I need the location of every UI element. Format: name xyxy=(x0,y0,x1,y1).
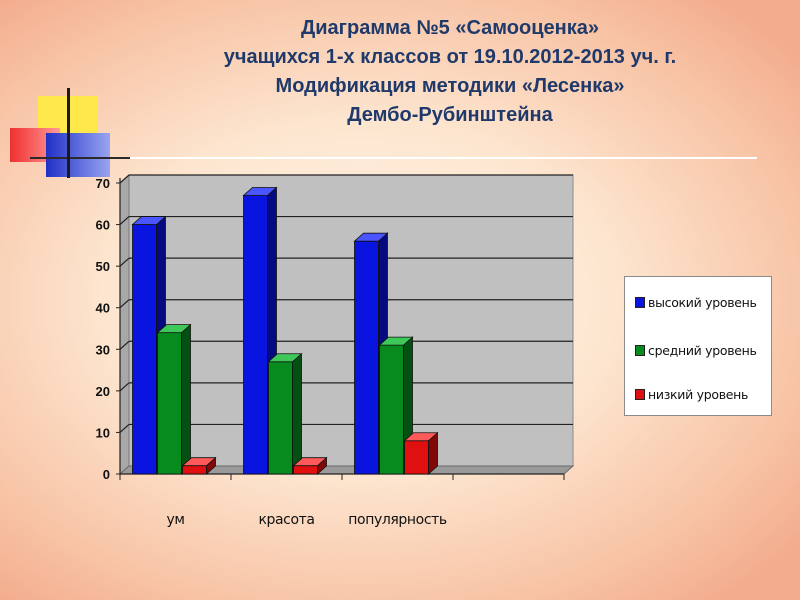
legend-item-low: низкий уровень xyxy=(635,385,748,403)
decor-black-line xyxy=(30,157,130,159)
legend-swatch-low xyxy=(635,388,645,400)
legend-label-low: низкий уровень xyxy=(648,386,749,402)
bar-0-2 xyxy=(182,465,207,475)
legend-swatch-medium xyxy=(635,344,645,356)
chart-legend: высокий уровень средний уровень низкий у… xyxy=(624,276,772,416)
bar-top-2-2 xyxy=(403,432,439,442)
y-tick-label: 0 xyxy=(103,467,110,482)
title-line-1: Диаграмма №5 «Самооценка» xyxy=(301,17,599,39)
chart-title: Диаграмма №5 «Самооценка» учащихся 1-х к… xyxy=(150,14,750,130)
bar-top-2-1 xyxy=(378,336,414,346)
y-tick-label: 10 xyxy=(96,425,110,440)
decor-blue-square xyxy=(46,133,110,177)
decor-vertical-line xyxy=(67,88,70,178)
gridline-side xyxy=(119,216,130,226)
bar-top-2-0 xyxy=(353,232,389,242)
legend-label-high: высокий уровень xyxy=(648,294,757,310)
bar-top-1-2 xyxy=(292,457,328,467)
bar-1-2 xyxy=(293,465,318,475)
legend-swatch-high xyxy=(635,296,645,308)
y-tick-label: 60 xyxy=(96,218,110,233)
bar-2-1 xyxy=(379,344,404,475)
y-tick-label: 70 xyxy=(96,176,110,191)
title-line-2: учащихся 1-х классов от 19.10.2012-2013 … xyxy=(223,46,677,68)
bar-1-0 xyxy=(243,195,268,475)
x-tick-label-1: красота xyxy=(258,512,314,528)
bar-side-0-1 xyxy=(181,323,191,475)
legend-item-high: высокий уровень xyxy=(635,293,757,311)
decor-white-line xyxy=(30,157,757,159)
x-tick-label-2: популярность xyxy=(348,512,447,528)
gridline-side xyxy=(119,382,130,392)
x-tick-label-0: ум xyxy=(166,512,184,528)
title-line-4: Дембо-Рубинштейна xyxy=(347,104,553,126)
gridline-side xyxy=(119,174,130,184)
bar-top-0-0 xyxy=(131,216,167,225)
legend-item-medium: средний уровень xyxy=(635,341,757,359)
y-tick-label: 50 xyxy=(96,259,110,274)
y-tick-label: 40 xyxy=(96,301,110,316)
plot-back-wall xyxy=(128,174,574,467)
gridline-side xyxy=(119,257,130,267)
gridline-side xyxy=(119,299,130,309)
title-line-3: Модификация методики «Лесенка» xyxy=(275,75,625,97)
bar-1-1 xyxy=(268,361,293,475)
bar-side-1-1 xyxy=(292,352,302,475)
bar-0-1 xyxy=(157,332,182,475)
bar-top-1-1 xyxy=(267,353,303,363)
y-tick-label: 20 xyxy=(96,384,110,399)
y-tick-label: 30 xyxy=(96,342,110,357)
bar-top-0-2 xyxy=(181,457,217,467)
bar-top-1-0 xyxy=(242,187,278,196)
bar-2-0 xyxy=(354,240,379,475)
bar-top-0-1 xyxy=(156,324,192,334)
gridline-side xyxy=(119,423,130,433)
bar-2-2 xyxy=(404,440,429,475)
legend-label-medium: средний уровень xyxy=(648,342,757,358)
bar-0-0 xyxy=(132,224,157,475)
gridline-side xyxy=(119,340,130,350)
